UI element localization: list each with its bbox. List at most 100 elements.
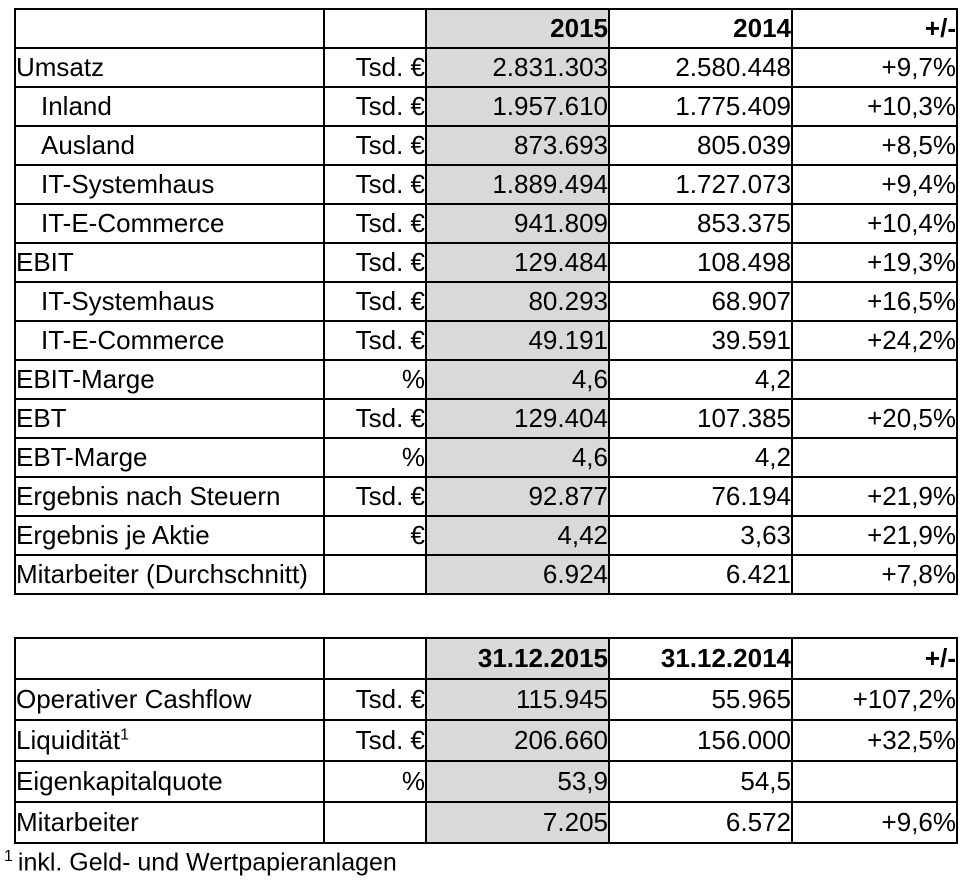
value-prior: 4,2 xyxy=(608,359,793,400)
value-current: 206.660 xyxy=(425,719,610,762)
value-change: +10,3% xyxy=(791,86,958,127)
value-change: +21,9% xyxy=(791,515,958,556)
value-current: 2.831.303 xyxy=(425,47,610,88)
row-label: EBIT xyxy=(14,242,325,283)
value-change: +7,8% xyxy=(791,554,958,595)
value-prior: 54,5 xyxy=(608,760,793,803)
value-change: +10,4% xyxy=(791,203,958,244)
header-label-cell xyxy=(14,8,325,49)
unit-cell: Tsd. € xyxy=(323,242,427,283)
financial-key-figures-page: 2015 2014 +/- Umsatz Tsd. € 2.831.303 2.… xyxy=(4,8,958,877)
header-date-31-12-2015: 31.12.2015 xyxy=(425,637,610,680)
row-label: Eigenkapitalquote xyxy=(14,760,325,803)
value-current: 92.877 xyxy=(425,476,610,517)
value-change: +9,4% xyxy=(791,164,958,205)
value-current: 129.484 xyxy=(425,242,610,283)
header-change: +/- xyxy=(791,8,958,49)
row-label: IT-Systemhaus xyxy=(14,164,325,205)
value-prior: 108.498 xyxy=(608,242,793,283)
unit-cell xyxy=(323,554,427,595)
value-change: +9,6% xyxy=(791,801,958,844)
value-change: +20,5% xyxy=(791,398,958,439)
value-current: 1.957.610 xyxy=(425,86,610,127)
value-change xyxy=(791,359,958,400)
row-umsatz-inland: Inland Tsd. € 1.957.610 1.775.409 +10,3% xyxy=(14,86,958,127)
unit-cell: % xyxy=(323,760,427,803)
header-unit-cell xyxy=(323,8,427,49)
value-current: 1.889.494 xyxy=(425,164,610,205)
header-year-2014: 2014 xyxy=(608,8,793,49)
income-key-figures-table: 2015 2014 +/- Umsatz Tsd. € 2.831.303 2.… xyxy=(14,8,958,595)
unit-cell: % xyxy=(323,437,427,478)
income-table-header-row: 2015 2014 +/- xyxy=(14,8,958,49)
header-unit-cell xyxy=(323,637,427,680)
row-label: Ausland xyxy=(14,125,325,166)
unit-cell xyxy=(323,801,427,844)
row-umsatz-it-e-commerce: IT-E-Commerce Tsd. € 941.809 853.375 +10… xyxy=(14,203,958,244)
value-current: 7.205 xyxy=(425,801,610,844)
header-change: +/- xyxy=(791,637,958,680)
value-prior: 156.000 xyxy=(608,719,793,762)
value-prior: 1.727.073 xyxy=(608,164,793,205)
row-ebit-it-e-commerce: IT-E-Commerce Tsd. € 49.191 39.591 +24,2… xyxy=(14,320,958,361)
balance-table-header-row: 31.12.2015 31.12.2014 +/- xyxy=(14,637,958,680)
unit-cell: Tsd. € xyxy=(323,164,427,205)
value-change: +21,9% xyxy=(791,476,958,517)
row-label: Ergebnis je Aktie xyxy=(14,515,325,556)
value-current: 53,9 xyxy=(425,760,610,803)
row-mitarbeiter-durchschnitt: Mitarbeiter (Durchschnitt) 6.924 6.421 +… xyxy=(14,554,958,595)
row-label: IT-Systemhaus xyxy=(14,281,325,322)
row-umsatz-it-systemhaus: IT-Systemhaus Tsd. € 1.889.494 1.727.073… xyxy=(14,164,958,205)
value-current: 4,42 xyxy=(425,515,610,556)
row-label: Umsatz xyxy=(14,47,325,88)
value-prior: 39.591 xyxy=(608,320,793,361)
value-change xyxy=(791,437,958,478)
footnote-ref-marker: 1 xyxy=(120,726,129,744)
value-prior: 3,63 xyxy=(608,515,793,556)
row-label: EBIT-Marge xyxy=(14,359,325,400)
row-eigenkapitalquote: Eigenkapitalquote % 53,9 54,5 xyxy=(14,760,958,803)
value-current: 129.404 xyxy=(425,398,610,439)
value-current: 4,6 xyxy=(425,359,610,400)
footnote-marker: 1 xyxy=(4,848,13,865)
unit-cell: Tsd. € xyxy=(323,203,427,244)
value-change: +19,3% xyxy=(791,242,958,283)
value-prior: 76.194 xyxy=(608,476,793,517)
value-change xyxy=(791,760,958,803)
value-change: +9,7% xyxy=(791,47,958,88)
footnote-text: inkl. Geld- und Wertpapieranlagen xyxy=(17,848,397,877)
unit-cell: Tsd. € xyxy=(323,125,427,166)
value-change: +8,5% xyxy=(791,125,958,166)
value-current: 115.945 xyxy=(425,678,610,721)
value-prior: 107.385 xyxy=(608,398,793,439)
row-label: IT-E-Commerce xyxy=(14,203,325,244)
row-label: EBT xyxy=(14,398,325,439)
value-change: +32,5% xyxy=(791,719,958,762)
row-label-text: Liquidität xyxy=(16,725,121,755)
unit-cell: Tsd. € xyxy=(323,47,427,88)
row-label: Liquidität1 xyxy=(14,719,325,762)
value-current: 49.191 xyxy=(425,320,610,361)
value-prior: 853.375 xyxy=(608,203,793,244)
value-change: +107,2% xyxy=(791,678,958,721)
balance-key-figures-table: 31.12.2015 31.12.2014 +/- Operativer Cas… xyxy=(14,637,958,844)
footnote: 1 inkl. Geld- und Wertpapieranlagen xyxy=(4,848,958,877)
row-label: Inland xyxy=(14,86,325,127)
value-prior: 4,2 xyxy=(608,437,793,478)
row-ebit-it-systemhaus: IT-Systemhaus Tsd. € 80.293 68.907 +16,5… xyxy=(14,281,958,322)
value-prior: 6.572 xyxy=(608,801,793,844)
value-current: 4,6 xyxy=(425,437,610,478)
unit-cell: Tsd. € xyxy=(323,86,427,127)
row-ebt: EBT Tsd. € 129.404 107.385 +20,5% xyxy=(14,398,958,439)
unit-cell: Tsd. € xyxy=(323,398,427,439)
unit-cell: Tsd. € xyxy=(323,476,427,517)
header-year-2015: 2015 xyxy=(425,8,610,49)
value-prior: 2.580.448 xyxy=(608,47,793,88)
row-ergebnis-nach-steuern: Ergebnis nach Steuern Tsd. € 92.877 76.1… xyxy=(14,476,958,517)
row-ergebnis-je-aktie: Ergebnis je Aktie € 4,42 3,63 +21,9% xyxy=(14,515,958,556)
row-label: Mitarbeiter xyxy=(14,801,325,844)
value-change: +16,5% xyxy=(791,281,958,322)
row-label: IT-E-Commerce xyxy=(14,320,325,361)
row-mitarbeiter: Mitarbeiter 7.205 6.572 +9,6% xyxy=(14,801,958,844)
value-prior: 805.039 xyxy=(608,125,793,166)
